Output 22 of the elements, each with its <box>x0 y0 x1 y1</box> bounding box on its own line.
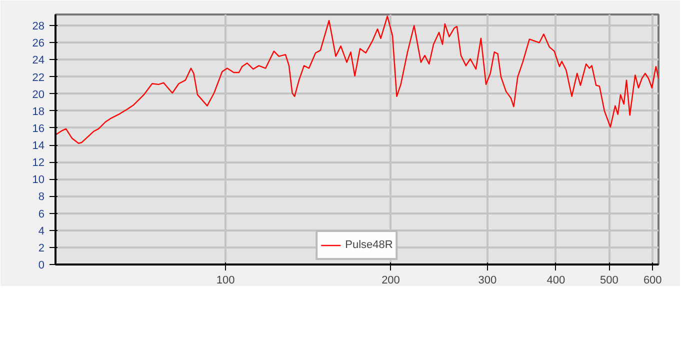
y-tick-label: 4 <box>38 225 45 238</box>
y-tick-label: 20 <box>32 88 45 101</box>
y-tick-label: 2 <box>38 242 45 254</box>
x-tick-label: 100 <box>216 274 235 286</box>
y-tick-label: 16 <box>32 122 45 135</box>
x-tick-label: 600 <box>643 274 662 286</box>
x-tick-label: 500 <box>600 274 618 286</box>
y-tick-label: 26 <box>32 38 45 50</box>
y-tick-label: 14 <box>32 140 45 152</box>
y-tick-label: 6 <box>38 208 45 220</box>
x-tick-label: 300 <box>478 274 497 286</box>
y-tick-label: 22 <box>32 72 45 84</box>
y-tick-label: 18 <box>32 106 45 118</box>
legend-label: Pulse48R <box>345 239 393 251</box>
y-tick-label: 12 <box>32 157 45 170</box>
x-tick-label: 200 <box>382 274 400 286</box>
y-tick-label: 28 <box>32 20 45 33</box>
y-tick-label: 24 <box>32 54 45 67</box>
y-tick-label: 8 <box>38 191 45 204</box>
y-tick-label: 0 <box>38 260 45 272</box>
x-tick-label: 400 <box>546 274 566 286</box>
y-tick-label: 10 <box>32 174 45 186</box>
